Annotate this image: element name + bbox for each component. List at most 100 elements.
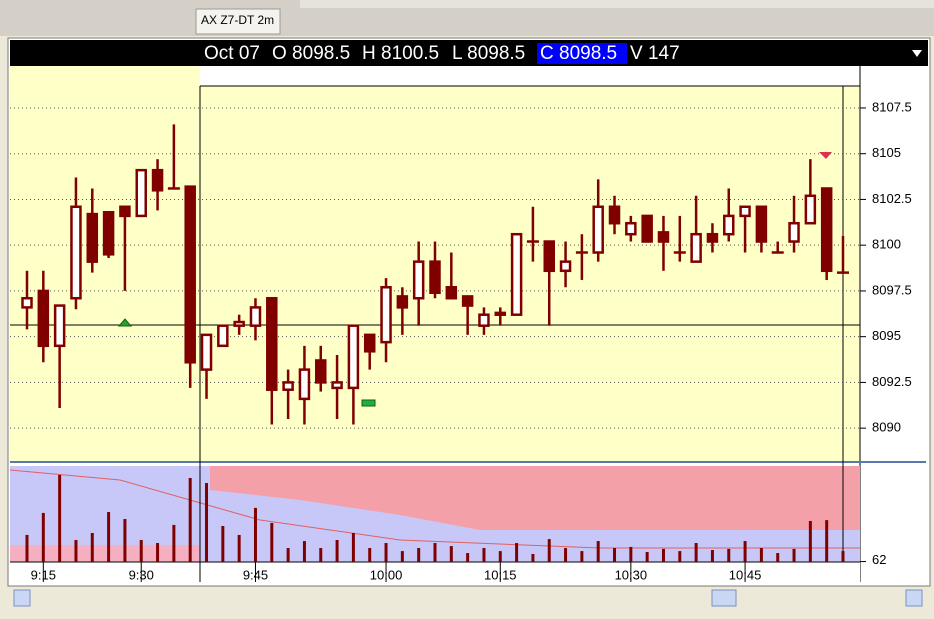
scroll-thumb[interactable] [711,589,737,607]
volume-bar [743,541,747,562]
volume-average [9,469,860,549]
candle-body [331,381,343,390]
volume-bar [678,551,682,562]
candle-body [641,214,653,243]
x-tick-label: 10:00 [370,567,403,582]
volume-bar [531,553,535,562]
volume-bar [25,534,29,562]
candle-body [706,232,719,243]
y-tick-label: 8100 [872,237,901,252]
pane-top [200,66,860,86]
candle-body [380,286,392,344]
volume-bar [123,519,127,562]
volume-bar [368,548,372,562]
volume-bar [384,543,388,562]
volume-bar [727,548,731,562]
scrollbar[interactable] [0,588,934,608]
tab-label[interactable]: AX Z7-DT 2m [201,13,274,27]
volume-bar [286,548,290,562]
volume-bar [694,543,698,562]
candle-body [363,333,376,353]
header: Oct 07 O 8098.5 H 8100.5 L 8098.5 C 8098.5 V … [204,43,680,64]
volume-bar [613,548,617,562]
y-tick-label: 8090 [872,420,901,435]
volume-bar [792,548,796,562]
scroll-right[interactable] [905,589,923,607]
header-menu[interactable] [912,50,922,57]
volume-bar [841,551,845,562]
header-item: V 147 [630,43,680,64]
buy-signal [117,318,133,327]
header-item: H 8100.5 [362,43,439,64]
candle-body [820,187,833,273]
volume-bar [58,474,62,562]
x-tick-label: 9:15 [31,567,56,582]
y-tick-label: 62 [872,552,886,567]
plot: 8090 8092.5 8095 8097.5 8100 8102.5 8105 8107.5… [10,99,912,582]
volume-bar [188,478,192,562]
candle-body [135,168,147,218]
candle-body [510,232,523,316]
volume-bar [515,543,519,562]
candle-body [217,324,229,348]
volume-bar [808,520,812,562]
candle-body [53,304,66,348]
candle-body [804,194,817,225]
y-tick-label: 8102.5 [872,191,912,206]
volume-bar [139,539,143,562]
y-tick-label: 8105 [872,145,901,160]
candle-body [347,324,360,390]
y-tick-label: 8097.5 [872,282,912,297]
x-tick-label: 10:15 [484,567,517,582]
candle-body [200,333,213,371]
volume-bar [482,548,486,562]
volume-bar [433,543,437,562]
volume-bar [498,551,502,562]
header-item: C 8098.5 [540,43,617,64]
volume-bar [645,551,649,562]
volume-bar [417,548,421,562]
candle-body [233,320,245,327]
candle-body [788,221,800,243]
header-item: Oct 07 [204,43,260,64]
candle-body [102,210,115,256]
candle-body [429,260,441,295]
volume-bar [776,553,780,562]
time-axis [10,562,860,582]
signal-marker [361,399,376,407]
y-tick-label: 8092.5 [872,374,912,389]
candle-body [184,185,196,364]
candle-body [478,313,490,327]
volume-bar [629,546,633,562]
volume-bar [270,522,274,562]
header-item: L 8098.5 [452,43,525,64]
volume-bar [74,539,78,562]
tab[interactable] [195,8,281,35]
candle-body [608,205,621,225]
toolbar-strip [300,0,934,8]
candle-body [298,368,311,401]
x-tick-label: 10:45 [729,567,762,582]
x-tick-label: 10:30 [615,567,648,582]
header-item: O 8098.5 [272,43,350,64]
candle-body [412,260,425,300]
volume-bar [710,550,714,562]
scroll-left[interactable] [13,589,31,607]
volume-bar [205,483,209,562]
candle-body [37,289,50,348]
close-highlight [537,43,627,64]
volume-bar [172,524,176,562]
candle-body [21,296,33,309]
y-tick-label: 8095 [872,328,901,343]
volume-bar [41,512,45,562]
candle-body [461,295,474,307]
sell-signal [819,152,832,159]
y-tick-label: 8107.5 [872,99,912,114]
volume-bar [547,539,551,562]
candle-body [690,232,702,263]
volume-bar [253,507,257,562]
candle-body [315,359,327,384]
volume-bar [302,541,306,562]
